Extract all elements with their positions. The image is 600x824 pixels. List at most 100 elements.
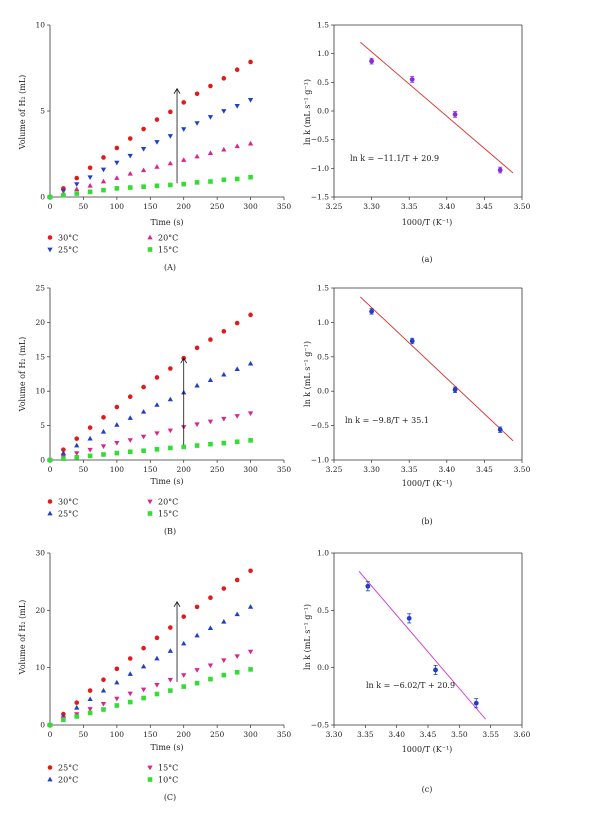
panel-B: 0 50 100 150 200 250 300 350 0 5 10 15 20 25 Volume o… — [18, 284, 291, 537]
x-tick-label: 3.50 — [514, 465, 531, 474]
data-point — [47, 194, 53, 200]
data-point — [61, 192, 66, 198]
x-tick-label: 350 — [277, 465, 292, 474]
legend: 30°C 25°C 20°C 15°C — [47, 498, 178, 519]
data-point — [248, 174, 253, 180]
data-point — [74, 705, 80, 710]
y-tick-label: 0.5 — [317, 78, 329, 87]
x-axis-label: Time (s) — [150, 218, 183, 227]
data-point — [168, 109, 173, 115]
x-tick-label: 200 — [177, 465, 192, 474]
data-point — [221, 619, 227, 624]
data-point — [61, 447, 66, 452]
data-point — [234, 320, 240, 326]
panel-label: (A) — [164, 263, 176, 272]
data-point — [100, 178, 107, 184]
x-tick-label: 3.50 — [514, 202, 531, 211]
data-point — [433, 667, 438, 673]
y-axis-label: Volume of H₂ (mL) — [18, 600, 27, 676]
data-point — [154, 183, 160, 189]
panel-label: (a) — [421, 255, 432, 264]
data-point — [221, 416, 227, 422]
data-point — [234, 669, 240, 675]
y-tick-label: 1.5 — [317, 21, 329, 30]
data-point — [247, 360, 254, 366]
data-point — [168, 625, 173, 630]
data-point — [127, 153, 133, 159]
data-point — [74, 454, 80, 460]
series-square — [47, 667, 253, 728]
data-point — [127, 415, 133, 420]
x-tick-label: 350 — [277, 202, 292, 211]
x-tick-label: 150 — [143, 465, 158, 474]
legend-label: 20°C — [58, 776, 78, 785]
data-point — [409, 338, 415, 344]
data-point — [101, 155, 106, 160]
data-point — [194, 422, 200, 427]
data-point — [74, 175, 80, 181]
series-square — [47, 174, 253, 200]
legend-label: 10°C — [158, 776, 178, 785]
y-tick-label: 0 — [40, 456, 45, 465]
data-point — [141, 384, 146, 390]
data-point — [452, 112, 458, 117]
data-point — [181, 673, 187, 678]
x-tick-label: 3.25 — [326, 465, 343, 474]
plot-area: 0 50 100 150 200 250 300 350 0 5 10 — [35, 21, 291, 212]
data-point — [221, 76, 227, 81]
panel-C: 0 50 100 150 200 250 300 350 0 10 20 30 Volume of H… — [18, 549, 291, 803]
data-point — [87, 710, 93, 716]
data-point — [181, 157, 187, 162]
data-point — [74, 451, 80, 456]
x-tick-label: 50 — [79, 730, 89, 739]
y-tick-label: −0.5 — [311, 421, 329, 430]
x-tick-label: 350 — [277, 730, 292, 739]
series-triangle-down — [47, 97, 254, 200]
data-point — [234, 414, 240, 419]
x-tick-label: 50 — [79, 202, 89, 211]
panel-b: 3.25 3.30 3.35 3.40 3.45 3.50 −1.0 −0.5 0.0 0.5 1.… — [303, 284, 531, 527]
data-point — [100, 701, 107, 707]
y-tick-label: −1.0 — [311, 456, 329, 465]
x-tick-label: 250 — [210, 202, 225, 211]
plot-area: 0 50 100 150 200 250 300 350 0 5 10 15 20 25 — [35, 284, 291, 475]
data-point — [127, 691, 133, 697]
data-point — [167, 134, 173, 139]
data-point — [221, 586, 227, 591]
data-point — [101, 677, 106, 683]
y-tick-label: −1.0 — [311, 164, 329, 173]
data-point — [154, 635, 160, 641]
y-tick-label: 1.0 — [317, 549, 329, 558]
data-point — [181, 640, 187, 646]
data-point — [154, 447, 160, 452]
y-tick-label: −0.5 — [311, 135, 329, 144]
data-point — [168, 366, 173, 371]
data-point — [47, 765, 53, 770]
data-point — [74, 186, 80, 192]
x-tick-label: 0 — [48, 465, 53, 474]
x-tick-label: 3.55 — [482, 730, 499, 739]
series-triangle-up — [47, 140, 254, 199]
data-point — [248, 568, 253, 574]
x-axis-label: Time (s) — [150, 477, 183, 486]
x-axis-label: Time (s) — [150, 743, 183, 752]
data-point — [147, 511, 153, 516]
data-point — [194, 382, 200, 388]
data-point — [194, 443, 200, 448]
x-tick-label: 3.45 — [476, 465, 493, 474]
data-point — [47, 499, 53, 504]
y-tick-label: 0.5 — [317, 606, 329, 615]
y-tick-label: 1.0 — [317, 49, 329, 58]
x-tick-label: 3.45 — [420, 730, 437, 739]
fit-line — [358, 571, 486, 720]
data-point — [147, 499, 153, 505]
data-point — [154, 655, 160, 661]
data-point — [147, 234, 153, 240]
legend-label: 20°C — [158, 498, 178, 507]
legend: 30°C 25°C 20°C 15°C — [47, 234, 178, 255]
data-point — [234, 67, 240, 73]
data-point — [100, 429, 107, 434]
y-axis-label: ln k (mL s⁻¹ g⁻¹) — [303, 341, 312, 407]
data-point — [167, 160, 173, 166]
